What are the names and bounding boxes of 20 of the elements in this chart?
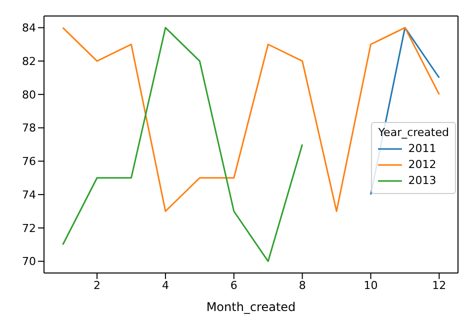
y-tick-label: 80 [22, 88, 36, 102]
x-tick-label: 8 [298, 278, 306, 292]
y-tick-label: 76 [22, 155, 36, 168]
y-tick-label: 74 [22, 188, 36, 202]
legend-label: 2011 [408, 142, 436, 155]
legend-label: 2013 [408, 174, 436, 187]
x-tick-label: 2 [94, 278, 101, 292]
x-axis-title: Month_created [206, 300, 296, 314]
y-tick-label: 82 [22, 54, 36, 68]
legend-title: Year_created [378, 126, 449, 139]
x-tick-label: 4 [162, 278, 169, 292]
y-tick-label: 72 [22, 222, 36, 235]
y-tick-label: 70 [22, 255, 36, 268]
x-tick-label: 10 [364, 278, 378, 292]
x-tick-label: 12 [432, 278, 446, 292]
y-tick-label: 78 [22, 122, 36, 135]
x-tick-label: 6 [230, 278, 238, 292]
y-tick-label: 84 [22, 22, 36, 35]
legend-label: 2012 [408, 158, 436, 171]
line-series [62, 26, 304, 262]
